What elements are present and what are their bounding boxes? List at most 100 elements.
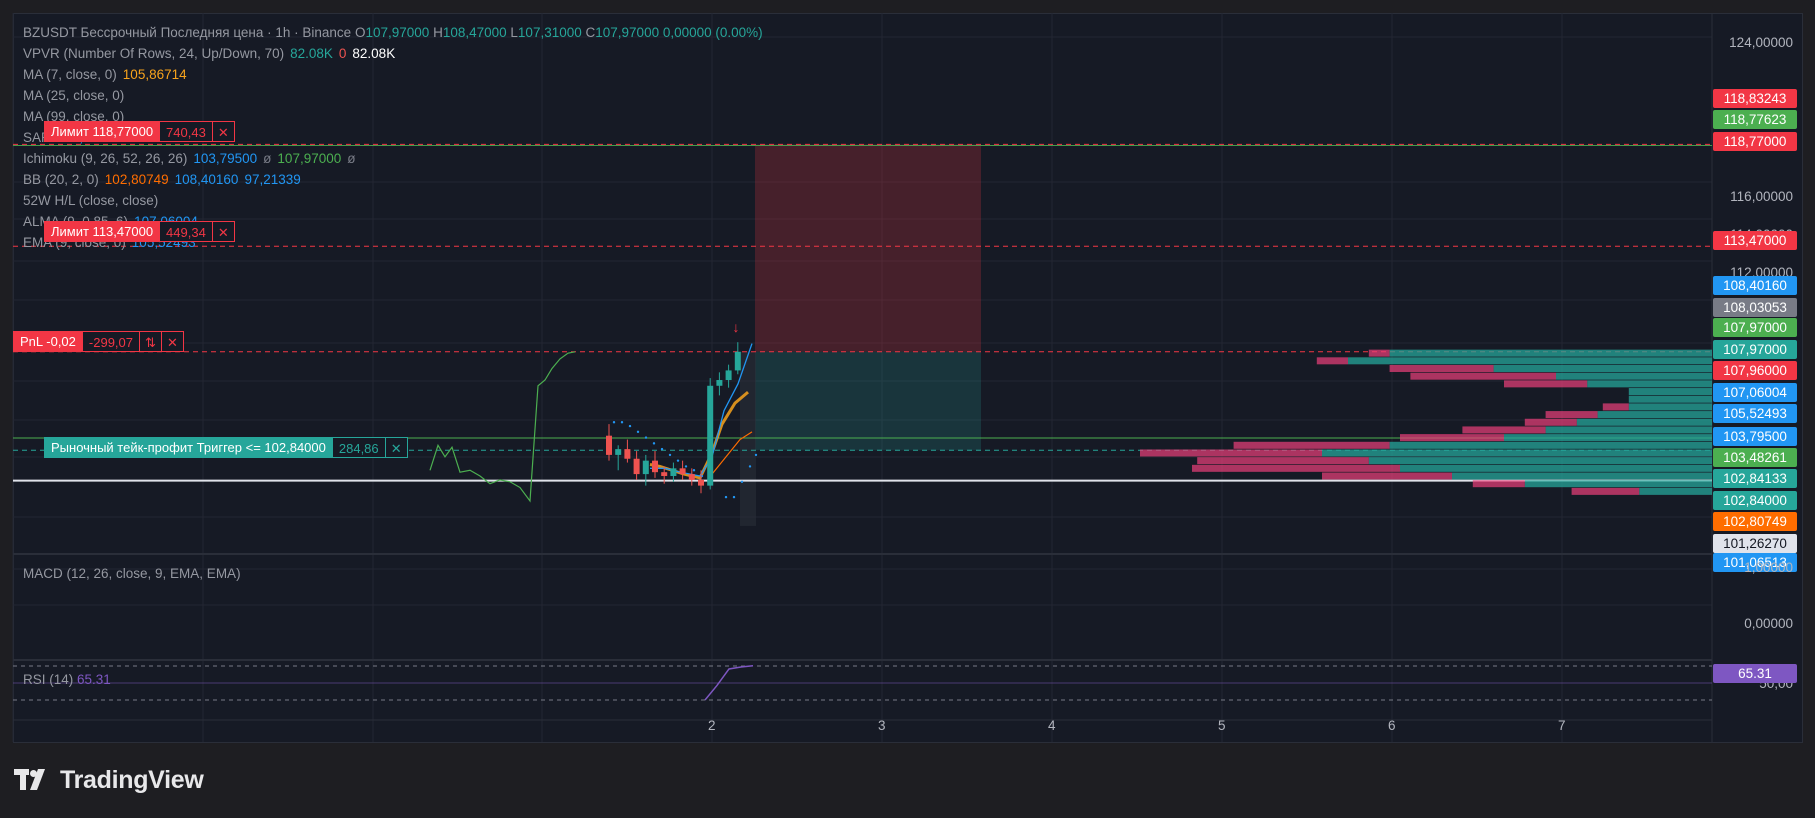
price-label: 103,48261 bbox=[1713, 448, 1797, 467]
price-label: 113,47000 bbox=[1713, 231, 1797, 250]
volume-bar-down bbox=[1400, 434, 1504, 442]
symbol-legend[interactable]: BZUSDT Бессрочный Последняя цена · 1h · … bbox=[23, 25, 763, 40]
price-label: 118,77623 bbox=[1713, 110, 1797, 129]
open-value: 107,97000 bbox=[365, 25, 430, 40]
rsi-legend[interactable]: RSI (14) 65.31 bbox=[23, 672, 111, 687]
volume-bar-down bbox=[1316, 357, 1348, 365]
price-label: 105,52493 bbox=[1713, 404, 1797, 423]
sar-dot bbox=[644, 436, 648, 439]
price-label: 101,26270 bbox=[1713, 534, 1797, 553]
price-label: 108,03053 bbox=[1713, 298, 1797, 317]
rsi-badge: 65.31 bbox=[1713, 664, 1797, 683]
volume-bar-down bbox=[1524, 418, 1577, 426]
price-label: 102,80749 bbox=[1713, 512, 1797, 531]
volume-bar-down bbox=[1233, 441, 1390, 449]
volume-bar-down bbox=[1197, 457, 1369, 465]
indicator-legend-row[interactable]: Ichimoku (9, 26, 52, 26, 26) 103,79500 ø 10… bbox=[23, 151, 356, 166]
volume-bar-up bbox=[1639, 487, 1712, 495]
time-tick: 6 bbox=[1388, 718, 1396, 733]
shade bbox=[740, 351, 756, 526]
candle-body bbox=[652, 460, 658, 473]
close-icon[interactable]: ✕ bbox=[385, 437, 408, 458]
rsi-line bbox=[704, 665, 754, 701]
candlesticks bbox=[606, 342, 741, 494]
logo-text: TradingView bbox=[60, 765, 204, 794]
close-icon[interactable]: ✕ bbox=[212, 221, 235, 242]
volume-bar-down bbox=[1545, 411, 1598, 419]
limit-order-118[interactable]: Лимит 118,77000 740,43 ✕ bbox=[44, 121, 235, 142]
sar-dot bbox=[732, 495, 736, 499]
price-label: 107,97000 bbox=[1713, 340, 1797, 359]
volume-bar-up bbox=[1400, 464, 1712, 472]
macd-tick: 0,00000 bbox=[1744, 616, 1793, 631]
candle-body bbox=[698, 479, 704, 486]
candle-body bbox=[707, 385, 714, 486]
sar-dot bbox=[740, 480, 744, 483]
indicator-legend-row[interactable]: VPVR (Number Of Rows, 24, Up/Down, 70) 82… bbox=[23, 46, 396, 61]
volume-bar-up bbox=[1493, 364, 1712, 372]
macd-tick: 1,00000 bbox=[1744, 560, 1793, 575]
price-label: 102,84133 bbox=[1713, 469, 1797, 488]
candle-body bbox=[734, 351, 741, 371]
volume-bar-up bbox=[1368, 457, 1712, 465]
indicator-legend-row[interactable]: 52W H/L (close, close) bbox=[23, 193, 159, 208]
sar-dot bbox=[628, 424, 632, 428]
candle-body bbox=[716, 380, 723, 386]
high-value: 108,47000 bbox=[442, 25, 507, 40]
indicator-legend-row[interactable]: MA (7, close, 0) 105,86714 bbox=[23, 67, 187, 82]
reverse-icon[interactable]: ⇅ bbox=[140, 331, 162, 352]
sar-dot bbox=[692, 469, 696, 472]
time-tick: 7 bbox=[1558, 718, 1566, 733]
volume-bar-up bbox=[1597, 411, 1712, 419]
volume-bar-up bbox=[1556, 372, 1712, 380]
volume-bar-up bbox=[1628, 403, 1712, 411]
sar-dot bbox=[612, 421, 616, 424]
limit-order-113[interactable]: Лимит 113,47000 449,34 ✕ bbox=[44, 221, 235, 242]
candle-body bbox=[615, 449, 622, 455]
volume-bar-down bbox=[1389, 364, 1494, 372]
signal-arrow-icon: ↓ bbox=[733, 319, 740, 335]
indicator-legend-row[interactable]: BB (20, 2, 0) 102,80749 108,40160 97,21339 bbox=[23, 172, 301, 187]
stop-zone bbox=[755, 144, 981, 352]
position-zones bbox=[740, 144, 981, 526]
volume-bar-down bbox=[1192, 464, 1400, 472]
sar-dot bbox=[660, 447, 664, 451]
volume-bar-up bbox=[1389, 349, 1712, 357]
candle-body bbox=[606, 435, 612, 455]
candle-body bbox=[642, 460, 649, 475]
close-icon[interactable]: ✕ bbox=[162, 331, 184, 352]
rsi-pane bbox=[13, 665, 1712, 701]
volume-bar-up bbox=[1348, 357, 1712, 365]
close-value: 107,97000 bbox=[595, 25, 660, 40]
change-value: 0,00000 (0.00%) bbox=[662, 25, 763, 40]
candle-body bbox=[624, 449, 631, 459]
volume-bar-down bbox=[1368, 349, 1390, 357]
volume-bar-up bbox=[1389, 441, 1712, 449]
indicator-legend-row[interactable]: MA (25, close, 0) bbox=[23, 88, 125, 103]
volume-bar-up bbox=[1524, 480, 1712, 488]
volume-bar-up bbox=[1576, 418, 1712, 426]
price-label: 103,79500 bbox=[1713, 427, 1797, 446]
volume-bar-up bbox=[1587, 380, 1712, 388]
time-tick: 3 bbox=[878, 718, 886, 733]
close-icon[interactable]: ✕ bbox=[212, 121, 235, 142]
volume-bar-up bbox=[1628, 388, 1712, 396]
volume-bar-down bbox=[1322, 472, 1452, 480]
sar-dot bbox=[748, 465, 752, 468]
sar-dot bbox=[620, 421, 624, 424]
indicator-legend-row[interactable]: MA (99, close, 0) bbox=[23, 109, 125, 124]
candle-body bbox=[633, 458, 640, 475]
sar-dot bbox=[636, 430, 640, 434]
volume-bar-down bbox=[1410, 372, 1556, 380]
volume-bar-down bbox=[1462, 426, 1546, 434]
candle-body bbox=[670, 468, 677, 477]
sar-dot bbox=[724, 495, 728, 499]
time-tick: 2 bbox=[708, 718, 716, 733]
tradingview-logo[interactable]: TradingView bbox=[14, 766, 204, 794]
sar-dot bbox=[754, 453, 758, 457]
take-profit-order[interactable]: Рыночный тейк-профит Триггер <= 102,8400… bbox=[44, 437, 408, 458]
candle-body bbox=[679, 468, 686, 475]
macd-legend[interactable]: MACD (12, 26, close, 9, EMA, EMA) bbox=[23, 566, 241, 581]
pnl-position[interactable]: PnL -0,02 -299,07 ⇅ ✕ bbox=[13, 331, 184, 352]
price-label: 101,06513 bbox=[1713, 553, 1797, 572]
